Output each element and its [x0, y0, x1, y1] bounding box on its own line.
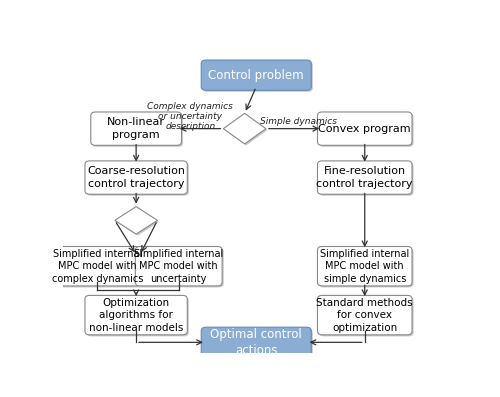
Text: Simple dynamics: Simple dynamics: [260, 118, 338, 126]
FancyBboxPatch shape: [137, 248, 224, 287]
FancyBboxPatch shape: [86, 297, 189, 336]
Polygon shape: [224, 114, 266, 144]
FancyBboxPatch shape: [318, 247, 412, 286]
Text: Optimization
algorithms for
non-linear models: Optimization algorithms for non-linear m…: [89, 298, 184, 333]
FancyBboxPatch shape: [318, 112, 412, 145]
Text: Control problem: Control problem: [208, 69, 304, 82]
Text: Simplified internal
MPC model with
uncertainty: Simplified internal MPC model with uncer…: [134, 249, 224, 283]
FancyBboxPatch shape: [319, 114, 414, 147]
Text: Simplified internal
MPC model with
complex dynamics: Simplified internal MPC model with compl…: [52, 249, 143, 283]
Text: Coarse-resolution
control trajectory: Coarse-resolution control trajectory: [87, 166, 185, 189]
FancyBboxPatch shape: [56, 248, 142, 287]
Text: Fine-resolution
control trajectory: Fine-resolution control trajectory: [316, 166, 413, 189]
FancyBboxPatch shape: [201, 327, 312, 357]
Polygon shape: [225, 115, 268, 145]
Polygon shape: [115, 206, 158, 234]
FancyBboxPatch shape: [201, 60, 312, 90]
FancyBboxPatch shape: [86, 162, 189, 196]
FancyBboxPatch shape: [85, 161, 188, 194]
Text: Simplified internal
MPC model with
simple dynamics: Simplified internal MPC model with simpl…: [320, 249, 410, 283]
Text: Non-linear
program: Non-linear program: [107, 118, 165, 140]
FancyBboxPatch shape: [85, 295, 188, 335]
FancyBboxPatch shape: [54, 247, 141, 286]
FancyBboxPatch shape: [136, 247, 222, 286]
FancyBboxPatch shape: [203, 62, 313, 92]
Text: Optimal control
actions: Optimal control actions: [210, 328, 302, 357]
FancyBboxPatch shape: [319, 248, 414, 287]
Polygon shape: [116, 208, 159, 236]
FancyBboxPatch shape: [319, 162, 414, 196]
FancyBboxPatch shape: [91, 112, 182, 145]
Text: Complex dynamics
or uncertainty
description: Complex dynamics or uncertainty descript…: [148, 102, 234, 131]
FancyBboxPatch shape: [203, 329, 313, 359]
FancyBboxPatch shape: [319, 297, 414, 336]
FancyBboxPatch shape: [318, 295, 412, 335]
FancyBboxPatch shape: [318, 161, 412, 194]
Text: Convex program: Convex program: [318, 123, 411, 134]
Text: Standard methods
for convex
optimization: Standard methods for convex optimization: [316, 298, 413, 333]
FancyBboxPatch shape: [92, 114, 183, 147]
